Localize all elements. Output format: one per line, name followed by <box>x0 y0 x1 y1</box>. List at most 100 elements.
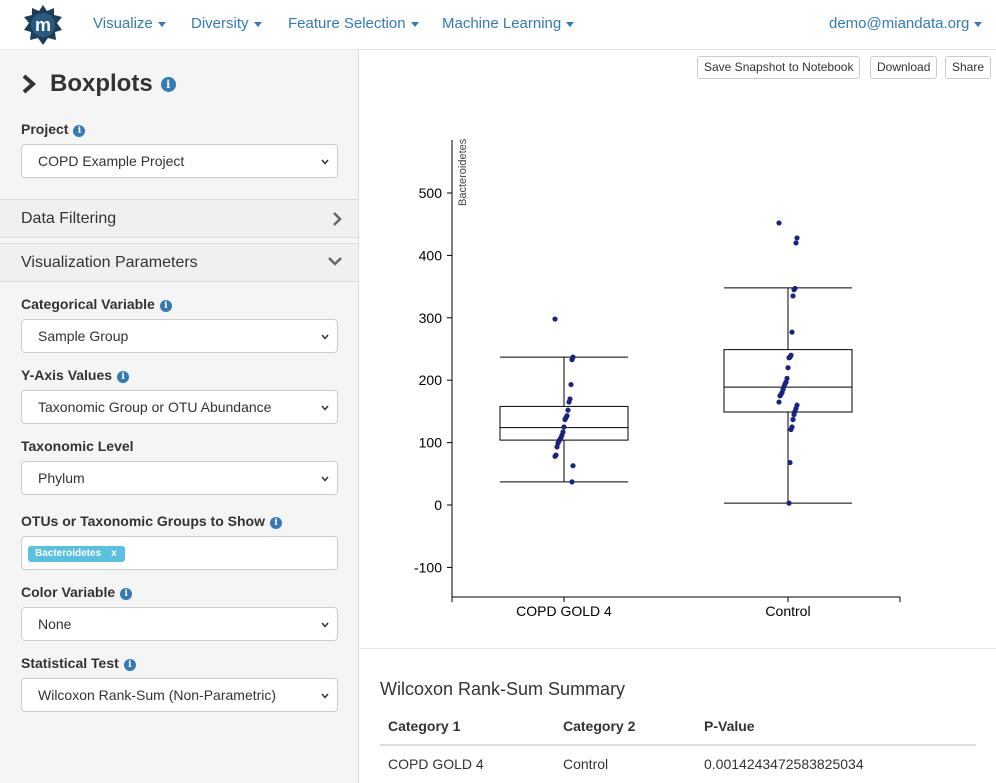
data-point <box>776 399 782 405</box>
data-point <box>569 357 575 363</box>
info-icon[interactable]: i <box>73 125 86 137</box>
data-point <box>565 407 571 413</box>
taxonomic-level-select[interactable]: Phylum <box>21 461 338 495</box>
taxonomic-level-value: Phylum <box>38 470 85 486</box>
chevron-down-icon <box>321 159 329 165</box>
save-snapshot-button[interactable]: Save Snapshot to Notebook <box>697 56 861 79</box>
table-header-rule <box>380 744 976 746</box>
statistical-test-label-text: Statistical Test <box>21 655 119 671</box>
chevron-down-icon <box>328 257 342 266</box>
data-point <box>554 444 560 450</box>
y-tick-label: 100 <box>419 435 443 451</box>
data-point <box>561 424 567 430</box>
table-cell-category-2: Control <box>563 756 609 772</box>
color-variable-label: Color Variable i <box>21 584 133 600</box>
summary-title: Wilcoxon Rank-Sum Summary <box>380 679 626 699</box>
chevron-down-icon <box>321 334 329 340</box>
data-point <box>568 381 574 388</box>
project-select[interactable]: COPD Example Project <box>21 144 338 178</box>
visualization-parameters-label: Visualization Parameters <box>21 254 198 271</box>
info-icon[interactable]: i <box>269 517 282 529</box>
nav-diversity-label: Diversity <box>191 15 249 32</box>
info-icon[interactable]: i <box>120 588 133 600</box>
categorical-variable-value: Sample Group <box>38 328 129 344</box>
chevron-down-icon <box>321 693 329 699</box>
share-button[interactable]: Share <box>945 56 992 79</box>
y-tick-label: 400 <box>419 247 443 263</box>
data-point <box>776 220 782 226</box>
caret-down-icon <box>253 21 262 27</box>
project-label-text: Project <box>21 121 69 137</box>
y-tick-label: 200 <box>419 372 443 388</box>
chevron-right-icon[interactable] <box>20 73 38 95</box>
nav-feature-selection[interactable]: Feature Selection <box>288 15 419 32</box>
nav-machine-learning[interactable]: Machine Learning <box>442 15 575 32</box>
nav-visualize-label: Visualize <box>93 15 153 32</box>
y-tick-label: 500 <box>419 185 443 201</box>
page-title: Boxplots i <box>20 70 176 98</box>
data-point <box>786 355 792 361</box>
statistical-test-select[interactable]: Wilcoxon Rank-Sum (Non-Parametric) <box>21 678 338 712</box>
user-email: demo@miandata.org <box>829 15 970 32</box>
x-tick-label: Control <box>765 603 810 619</box>
nav-visualize[interactable]: Visualize <box>93 15 166 32</box>
nav-machine-learning-label: Machine Learning <box>442 15 562 32</box>
info-icon[interactable]: i <box>159 300 172 312</box>
data-point <box>787 459 793 466</box>
color-variable-label-text: Color Variable <box>21 584 116 600</box>
svg-text:m: m <box>35 15 51 35</box>
mian-logo[interactable]: m <box>22 4 64 46</box>
download-button[interactable]: Download <box>870 56 938 79</box>
data-point <box>788 426 794 433</box>
data-point <box>791 287 797 293</box>
divider <box>360 648 996 649</box>
caret-down-icon <box>566 21 575 27</box>
otus-label-text: OTUs or Taxonomic Groups to Show <box>21 513 265 529</box>
nav-diversity[interactable]: Diversity <box>191 15 262 32</box>
info-icon[interactable]: i <box>160 76 176 92</box>
table-cell-p-value: 0.0014243472583825034 <box>704 756 864 772</box>
data-point <box>790 416 796 423</box>
table-header-category-2: Category 2 <box>563 718 636 734</box>
data-point <box>794 235 800 241</box>
categorical-variable-select[interactable]: Sample Group <box>21 319 338 353</box>
data-point <box>552 316 558 322</box>
caret-down-icon <box>157 21 166 27</box>
sidebar: Boxplots i Project i COPD Example Project… <box>0 50 359 783</box>
info-icon[interactable]: i <box>117 371 130 383</box>
color-variable-select[interactable]: None <box>21 607 338 641</box>
visualization-parameters-panel[interactable]: Visualization Parameters <box>0 243 358 282</box>
navbar: m Visualize Diversity Feature Selection … <box>0 0 996 50</box>
data-point <box>785 365 791 371</box>
data-point <box>793 240 799 246</box>
otus-tag-input[interactable]: Bacteroidetes x <box>21 536 338 570</box>
taxonomic-level-label: Taxonomic Level <box>21 438 134 454</box>
data-point <box>791 411 797 418</box>
data-point <box>790 293 796 299</box>
data-filtering-panel[interactable]: Data Filtering <box>0 199 358 238</box>
info-icon[interactable]: i <box>123 659 136 671</box>
otus-label: OTUs or Taxonomic Groups to Show i <box>21 513 282 529</box>
nav-feature-selection-label: Feature Selection <box>288 15 406 32</box>
project-label: Project i <box>21 121 86 137</box>
caret-down-icon <box>410 21 419 27</box>
project-select-value: COPD Example Project <box>38 153 185 169</box>
data-point <box>562 416 568 423</box>
y-tick-label: 0 <box>434 497 442 513</box>
tag-remove-button[interactable]: x <box>111 548 117 559</box>
chevron-down-icon <box>321 622 329 628</box>
statistical-test-value: Wilcoxon Rank-Sum (Non-Parametric) <box>38 687 277 703</box>
otus-tag-label: Bacteroidetes <box>35 548 102 559</box>
boxplot-chart: -100 0 100 200 300 400 500 Bacteroidetes COPD GO… <box>414 138 901 619</box>
y-axis-values-select[interactable]: Taxonomic Group or OTU Abundance <box>21 390 338 424</box>
data-point <box>552 453 558 459</box>
categorical-variable-label: Categorical Variable i <box>21 296 172 312</box>
caret-down-icon <box>974 21 983 27</box>
table-header-p-value: P-Value <box>704 718 755 734</box>
data-point <box>566 399 572 405</box>
data-point <box>777 393 783 399</box>
main-panel: Save Snapshot to Notebook Download Share… <box>360 50 996 783</box>
user-menu[interactable]: demo@miandata.org <box>829 15 983 32</box>
categorical-variable-label-text: Categorical Variable <box>21 296 155 312</box>
y-axis-label: Bacteroidetes <box>457 138 469 206</box>
